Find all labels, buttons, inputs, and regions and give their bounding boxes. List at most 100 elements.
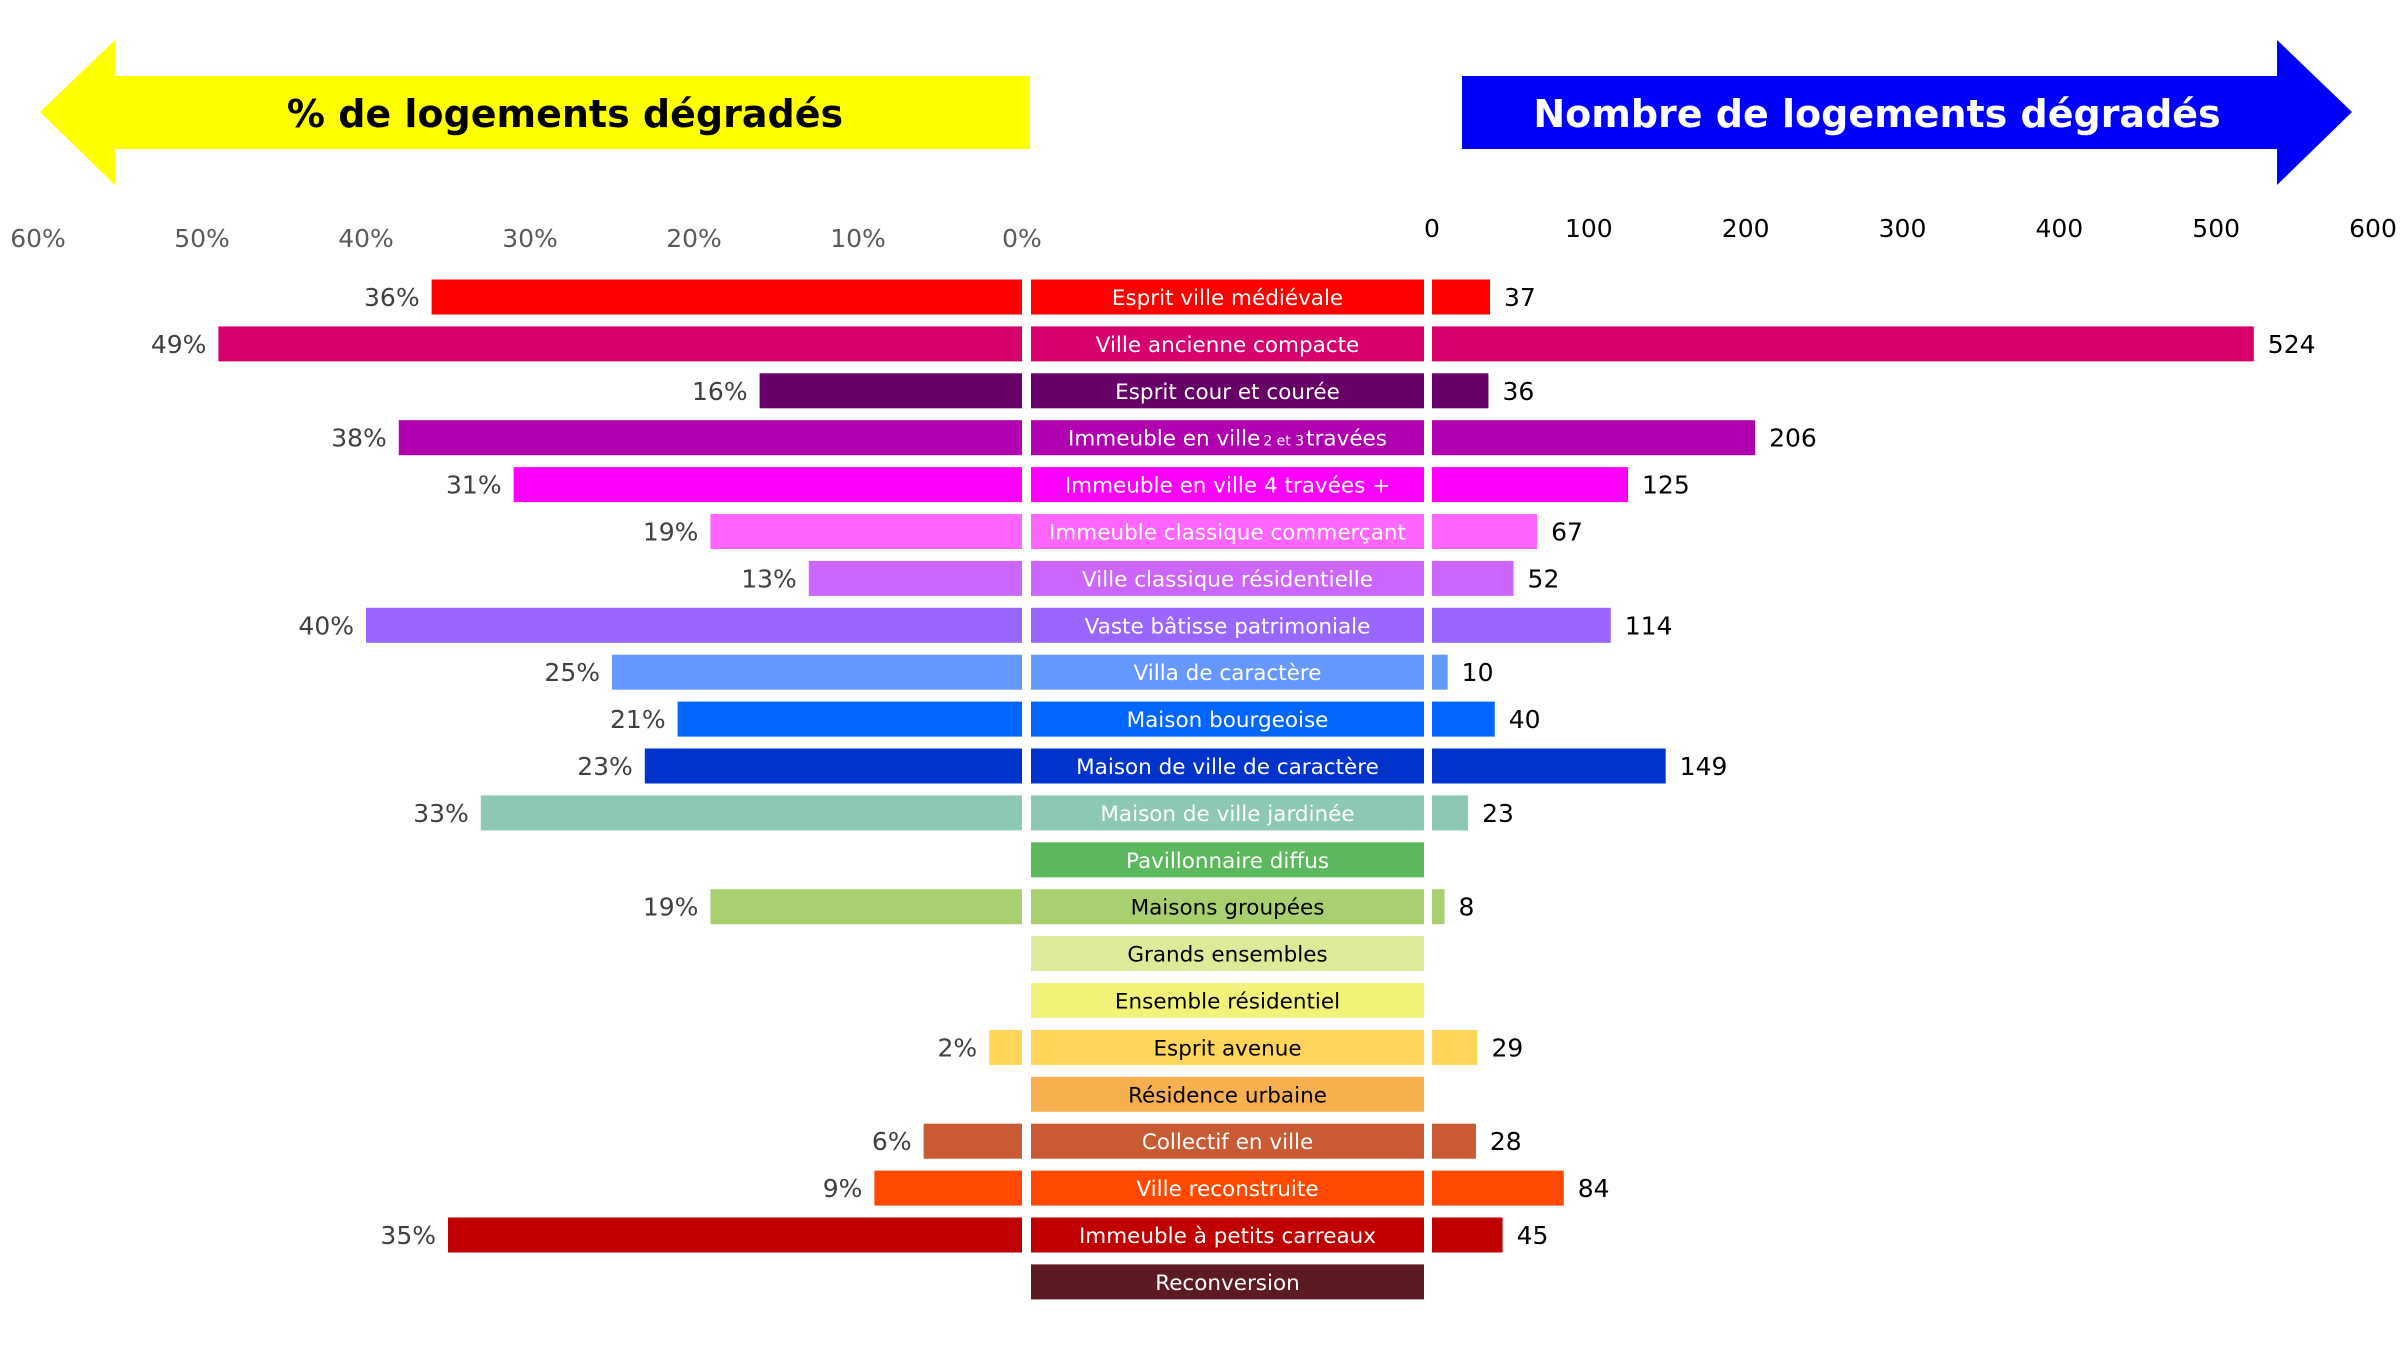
right-arrow-shape [1462,40,2352,185]
left-bar [513,467,1022,503]
category-label: Villa de caractère [1134,661,1322,686]
category-label: Maisons groupées [1131,896,1325,921]
left-bar-value-label: 13% [741,564,797,593]
right-axis-tick-label: 500 [2192,214,2240,243]
right-bar [1432,1217,1503,1253]
left-bar-value-label: 38% [331,424,387,453]
category-label-box [1031,983,1424,1018]
left-bar-value-label: 21% [610,705,666,734]
left-bar-value-label: 19% [643,518,699,547]
right-bar-value-label: 36 [1502,377,1534,406]
left-bar [710,889,1022,925]
left-axis-tick-label: 40% [338,224,394,253]
category-label-box [1031,1076,1424,1112]
right-bar [1432,654,1448,690]
category-label-box [1031,420,1424,456]
category-label-box [1031,1217,1424,1253]
right-header-title: Nombre de logements dégradés [1533,92,2221,136]
right-bar-value-label: 40 [1509,705,1541,734]
category-label-box [1031,1029,1424,1065]
left-bar-value-label: 25% [544,658,600,687]
right-axis-tick-label: 0 [1424,214,1440,243]
category-label: Ville reconstruite [1136,1177,1318,1202]
category-label: Immeuble à petits carreaux [1079,1224,1376,1249]
right-axis-tick-label: 100 [1565,214,1613,243]
left-bar-value-label: 49% [151,330,207,359]
left-bar-value-label: 35% [380,1221,436,1250]
left-bar-value-label: 36% [364,283,420,312]
right-bar-value-label: 45 [1517,1221,1549,1250]
left-bar-value-label: 31% [446,471,502,500]
right-bar [1432,607,1611,643]
left-header-title: % de logements dégradés [286,92,844,136]
left-bar-value-label: 6% [872,1127,912,1156]
right-bar-value-label: 8 [1459,893,1475,922]
right-bar-value-label: 84 [1578,1174,1610,1203]
category-label-box [1031,889,1424,925]
category-label: Grands ensembles [1127,943,1327,968]
right-bar [1432,326,2254,362]
category-label: Reconversion [1155,1271,1300,1296]
right-header-arrow: Nombre de logements dégradés [1462,40,2352,185]
right-bar-value-label: 125 [1642,471,1690,500]
left-bar-value-label: 9% [823,1174,863,1203]
category-label: Maison de ville de caractère [1076,755,1379,780]
left-bar-value-label: 40% [298,611,354,640]
right-bar [1432,373,1489,409]
category-label-box [1031,326,1424,362]
right-bar [1432,1123,1476,1159]
left-bar [431,279,1023,315]
right-bar-value-label: 149 [1680,752,1728,781]
left-bar [923,1123,1022,1159]
left-bar [808,560,1022,596]
left-bar [398,420,1022,456]
category-label: Collectif en ville [1142,1130,1314,1155]
category-label-box [1031,467,1424,503]
right-bar [1432,795,1469,831]
left-bar-value-label: 33% [413,799,469,828]
category-label-box [1031,279,1424,315]
left-bar-value-label: 2% [938,1033,978,1062]
right-bar-value-label: 28 [1490,1127,1522,1156]
category-label-box [1031,842,1424,878]
left-bar [759,373,1022,409]
category-label-box [1031,701,1424,737]
left-bar [366,607,1022,643]
left-axis-tick-label: 30% [502,224,558,253]
left-bar [677,701,1022,737]
left-axis-tick-label: 10% [830,224,886,253]
left-axis-tick-label: 60% [10,224,66,253]
category-label: Immeuble en ville 2 et 3travées [1068,427,1387,452]
left-header-arrow: % de logements dégradés [40,40,1030,185]
right-bar [1432,279,1491,315]
right-bar [1432,514,1538,549]
left-axis-tick-label: 50% [174,224,230,253]
category-label: Immeuble classique commerçant [1049,521,1406,546]
left-bar [218,326,1022,362]
right-bar [1432,560,1514,596]
left-bar [874,1170,1022,1206]
category-label: Esprit cour et courée [1115,380,1340,405]
right-axis-tick-label: 200 [1722,214,1770,243]
left-bar-value-label: 19% [643,893,699,922]
category-label: Maison bourgeoise [1127,708,1329,733]
left-bar [644,748,1022,784]
left-axis-tick-label: 0% [1002,224,1042,253]
category-label-box [1031,373,1424,409]
left-bar [612,654,1022,690]
category-label-box [1031,795,1424,831]
category-label: Esprit ville médiévale [1112,286,1343,311]
right-axis-tick-label: 300 [1879,214,1927,243]
category-label-box [1031,1170,1424,1206]
left-bar-value-label: 23% [577,752,633,781]
right-bar [1432,701,1495,737]
category-label: Maison de ville jardinée [1100,802,1354,827]
right-bar-value-label: 67 [1551,518,1583,547]
category-label: Pavillonnaire diffus [1126,849,1329,874]
category-label: Vaste bâtisse patrimoniale [1085,614,1371,639]
right-bar-value-label: 524 [2268,330,2316,359]
right-axis-tick-label: 400 [2035,214,2083,243]
left-arrow-shape [40,40,1030,185]
category-label-box [1031,936,1424,972]
